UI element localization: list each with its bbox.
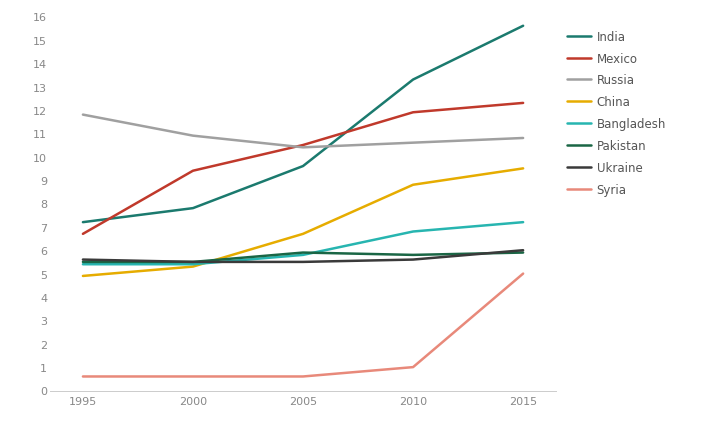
Mexico xyxy=(519,101,528,106)
Mexico xyxy=(409,110,417,115)
China xyxy=(78,274,87,279)
Ukraine xyxy=(189,260,198,265)
China xyxy=(189,264,198,270)
Syria xyxy=(78,374,87,379)
China xyxy=(299,232,307,237)
Bangladesh xyxy=(409,229,417,234)
Line: Pakistan: Pakistan xyxy=(83,253,523,262)
India xyxy=(299,164,307,169)
Pakistan xyxy=(78,260,87,265)
Russia xyxy=(409,141,417,146)
Line: Bangladesh: Bangladesh xyxy=(83,223,523,265)
Russia xyxy=(519,136,528,141)
Pakistan xyxy=(519,250,528,256)
Bangladesh xyxy=(299,253,307,258)
Line: Russia: Russia xyxy=(83,115,523,148)
Ukraine xyxy=(409,257,417,263)
China xyxy=(409,183,417,188)
Pakistan xyxy=(299,250,307,256)
India xyxy=(78,220,87,225)
Syria xyxy=(189,374,198,379)
Mexico xyxy=(78,232,87,237)
Russia xyxy=(78,113,87,118)
Line: Syria: Syria xyxy=(83,274,523,377)
Mexico xyxy=(189,169,198,174)
Line: Mexico: Mexico xyxy=(83,104,523,234)
Bangladesh xyxy=(519,220,528,225)
Mexico xyxy=(299,143,307,148)
Line: India: India xyxy=(83,27,523,223)
Bangladesh xyxy=(78,262,87,267)
Syria xyxy=(519,271,528,276)
Bangladesh xyxy=(189,262,198,267)
Syria xyxy=(299,374,307,379)
Line: China: China xyxy=(83,169,523,276)
Ukraine xyxy=(299,260,307,265)
Russia xyxy=(189,134,198,139)
Pakistan xyxy=(189,260,198,265)
Syria xyxy=(409,365,417,370)
Legend: India, Mexico, Russia, China, Bangladesh, Pakistan, Ukraine, Syria: India, Mexico, Russia, China, Bangladesh… xyxy=(567,31,666,196)
Line: Ukraine: Ukraine xyxy=(83,251,523,262)
China xyxy=(519,166,528,171)
Russia xyxy=(299,145,307,151)
Ukraine xyxy=(78,257,87,263)
India xyxy=(189,206,198,211)
India xyxy=(409,78,417,83)
India xyxy=(519,24,528,30)
Ukraine xyxy=(519,248,528,253)
Pakistan xyxy=(409,253,417,258)
